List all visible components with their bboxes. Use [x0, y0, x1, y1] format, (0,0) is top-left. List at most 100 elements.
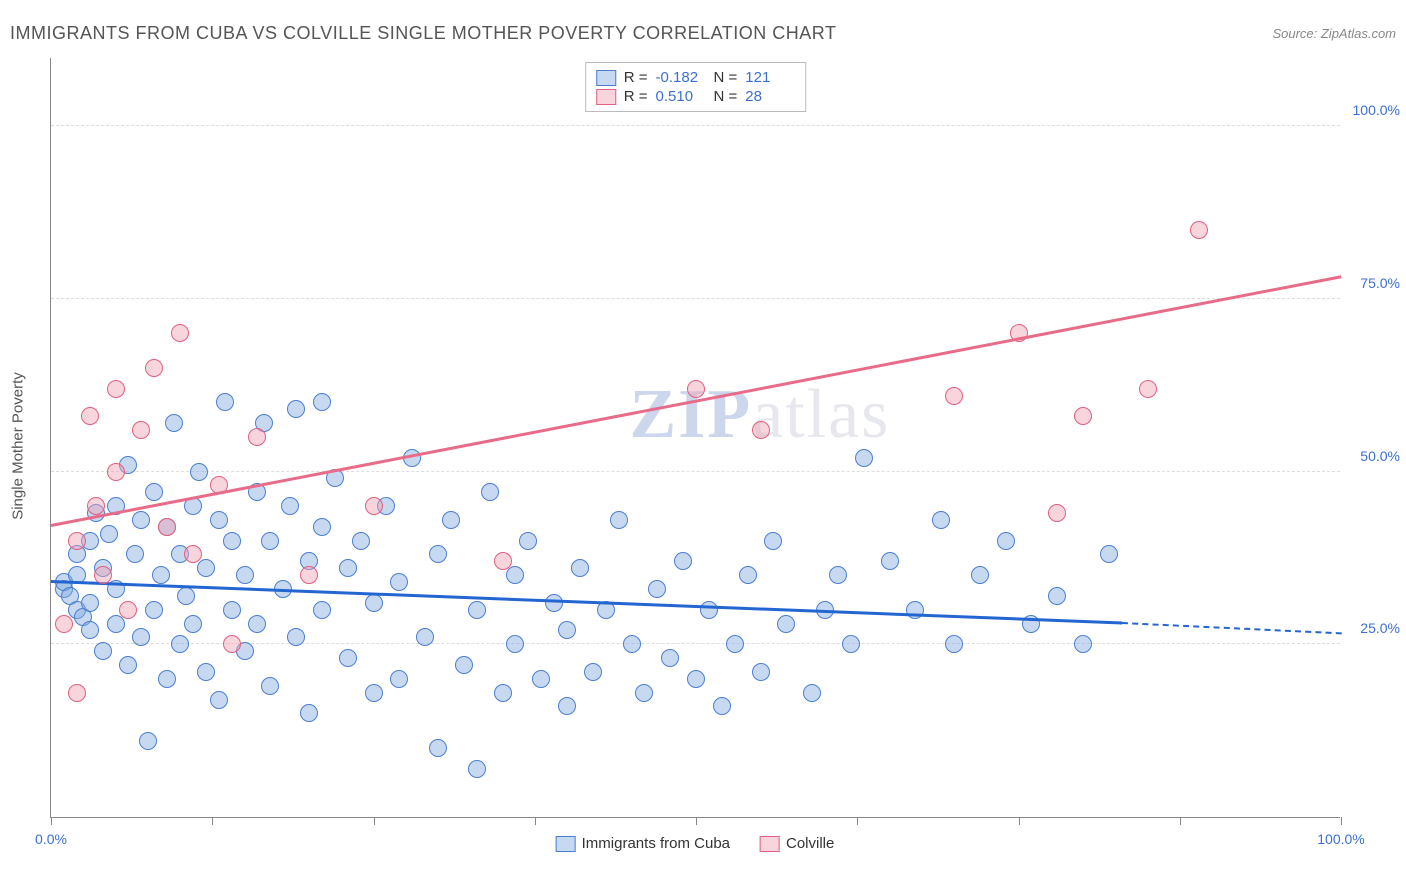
data-point — [842, 635, 860, 653]
x-tick — [535, 817, 536, 825]
y-tick-label: 75.0% — [1345, 275, 1400, 291]
data-point — [519, 532, 537, 550]
data-point — [281, 497, 299, 515]
data-point — [713, 697, 731, 715]
data-point — [339, 559, 357, 577]
data-point — [107, 463, 125, 481]
x-tick — [857, 817, 858, 825]
plot-inner: ZIPatlas R =-0.182N =121R =0.510N =28 25… — [50, 58, 1340, 818]
data-point — [506, 566, 524, 584]
data-point — [132, 421, 150, 439]
trend-line — [51, 580, 1122, 624]
data-point — [648, 580, 666, 598]
data-point — [687, 670, 705, 688]
data-point — [945, 635, 963, 653]
legend-r-value: -0.182 — [656, 69, 706, 86]
data-point — [300, 704, 318, 722]
data-point — [365, 497, 383, 515]
gridline — [51, 471, 1340, 472]
data-point — [313, 518, 331, 536]
data-point — [261, 532, 279, 550]
x-tick-label: 100.0% — [1317, 831, 1364, 847]
y-tick-label: 50.0% — [1345, 448, 1400, 464]
x-tick — [1180, 817, 1181, 825]
data-point — [223, 601, 241, 619]
data-point — [216, 393, 234, 411]
legend-row: R =-0.182N =121 — [596, 69, 796, 86]
data-point — [429, 739, 447, 757]
data-point — [997, 532, 1015, 550]
data-point — [68, 684, 86, 702]
data-point — [687, 380, 705, 398]
data-point — [197, 559, 215, 577]
data-point — [532, 670, 550, 688]
data-point — [752, 663, 770, 681]
legend-n-value: 28 — [745, 88, 795, 105]
data-point — [416, 628, 434, 646]
data-point — [171, 324, 189, 342]
legend-item: Immigrants from Cuba — [556, 835, 730, 852]
data-point — [339, 649, 357, 667]
data-point — [481, 483, 499, 501]
chart-title: IMMIGRANTS FROM CUBA VS COLVILLE SINGLE … — [10, 23, 836, 44]
legend-swatch — [596, 89, 616, 105]
data-point — [1048, 587, 1066, 605]
data-point — [726, 635, 744, 653]
data-point — [1074, 635, 1092, 653]
legend-r-label: R = — [624, 88, 648, 105]
data-point — [674, 552, 692, 570]
data-point — [313, 393, 331, 411]
data-point — [126, 545, 144, 563]
data-point — [932, 511, 950, 529]
legend-r-value: 0.510 — [656, 88, 706, 105]
data-point — [236, 566, 254, 584]
title-bar: IMMIGRANTS FROM CUBA VS COLVILLE SINGLE … — [10, 18, 1396, 48]
data-point — [165, 414, 183, 432]
legend-label: Colville — [786, 835, 834, 852]
data-point — [313, 601, 331, 619]
legend-label: Immigrants from Cuba — [582, 835, 730, 852]
data-point — [139, 732, 157, 750]
data-point — [119, 656, 137, 674]
legend-row: R = 0.510 N = 28 — [596, 88, 796, 105]
data-point — [945, 387, 963, 405]
data-point — [94, 642, 112, 660]
data-point — [571, 559, 589, 577]
data-point — [1074, 407, 1092, 425]
data-point — [494, 552, 512, 570]
data-point — [190, 463, 208, 481]
data-point — [300, 566, 318, 584]
legend-n-label: N = — [714, 88, 738, 105]
data-point — [81, 407, 99, 425]
legend-r-label: R = — [624, 69, 648, 86]
data-point — [777, 615, 795, 633]
data-point — [623, 635, 641, 653]
data-point — [158, 518, 176, 536]
data-point — [210, 511, 228, 529]
legend-n-value: 121 — [745, 69, 795, 86]
data-point — [248, 615, 266, 633]
data-point — [158, 670, 176, 688]
data-point — [81, 621, 99, 639]
x-tick — [212, 817, 213, 825]
data-point — [287, 628, 305, 646]
x-tick — [374, 817, 375, 825]
legend-series: Immigrants from Cuba Colville — [556, 835, 835, 852]
trend-line — [51, 276, 1341, 527]
data-point — [223, 532, 241, 550]
data-point — [739, 566, 757, 584]
data-point — [971, 566, 989, 584]
data-point — [365, 594, 383, 612]
data-point — [55, 615, 73, 633]
legend-swatch — [596, 70, 616, 86]
data-point — [764, 532, 782, 550]
data-point — [184, 615, 202, 633]
data-point — [352, 532, 370, 550]
x-tick — [696, 817, 697, 825]
data-point — [177, 587, 195, 605]
data-point — [223, 635, 241, 653]
data-point — [829, 566, 847, 584]
gridline — [51, 125, 1340, 126]
data-point — [94, 566, 112, 584]
data-point — [1100, 545, 1118, 563]
